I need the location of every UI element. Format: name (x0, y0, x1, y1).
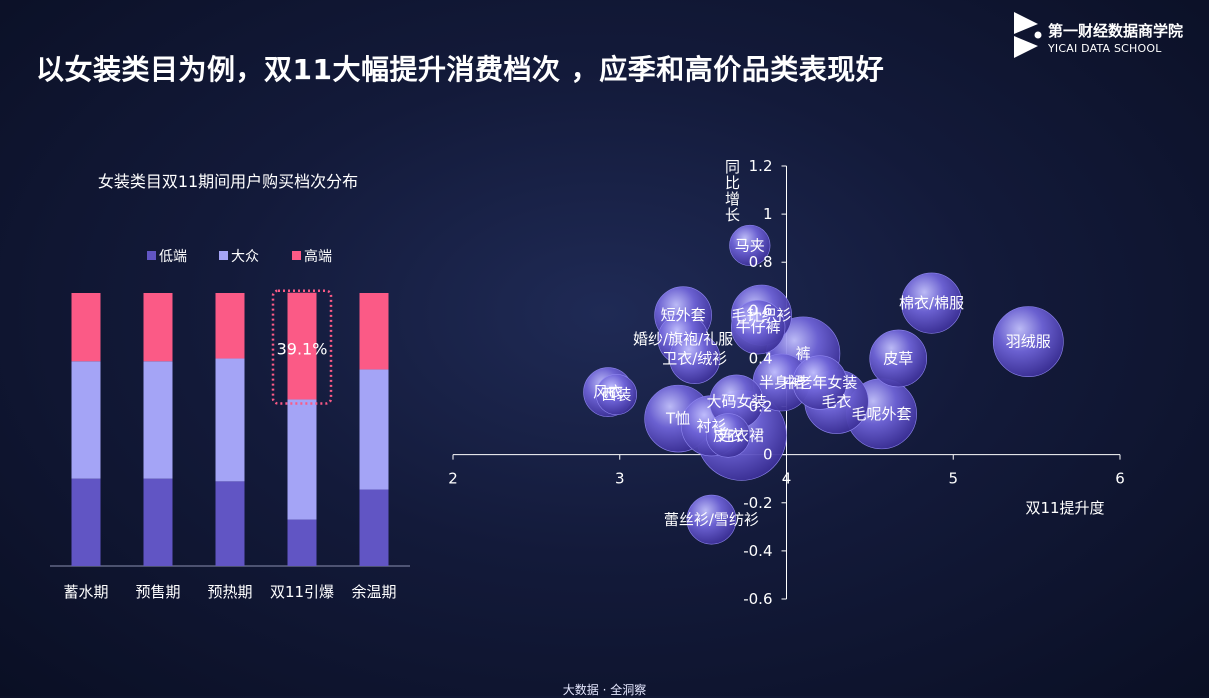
bar-segment (359, 369, 389, 490)
legend-label: 低端 (159, 249, 187, 265)
logo-name-cn: 第一财经数据商学院 (1048, 22, 1184, 40)
bubble-label: 短外套 (661, 306, 706, 324)
y-tick-label: 0 (763, 446, 773, 464)
legend-label: 大众 (231, 249, 259, 265)
page-headline: 以女装类目为例，双11大幅提升消费档次 ，应季和高价品类表现好 (36, 53, 885, 86)
x-tick-label: 4 (782, 470, 792, 488)
bar-category-label: 蓄水期 (63, 583, 108, 601)
brand-logo: 第一财经数据商学院 YICAI DATA SCHOOL (1010, 10, 1200, 64)
bar-chart-title: 女装类目双11期间用户购买档次分布 (98, 172, 358, 191)
bubble-label: 大码女装 (706, 393, 766, 411)
bubble-label: 皮草 (883, 349, 913, 367)
bar-category-label: 预售期 (135, 583, 180, 601)
bar-segment (215, 293, 245, 359)
legend-swatch (147, 251, 156, 260)
bubble-point (869, 329, 928, 388)
bubble-label: 连衣裙 (719, 426, 764, 444)
bubble-label: 卫衣/绒衫 (662, 349, 727, 367)
y-tick-label: -0.4 (743, 542, 772, 560)
bar-category-label: 预热期 (207, 583, 252, 601)
bubble-point (705, 413, 751, 458)
bubble-label: 毛衣 (822, 393, 852, 411)
bubble-label: 衬衫 (696, 417, 726, 435)
bar-segment (287, 399, 317, 520)
bubble-y-axis-title: 同比增长 (725, 158, 740, 224)
bubble-x-axis-title: 双11提升度 (1025, 499, 1104, 517)
bubble-point (686, 494, 737, 545)
x-tick-label: 3 (615, 470, 625, 488)
bar-segment (359, 293, 389, 370)
y-tick-label: 1.2 (749, 157, 773, 175)
bubble-label: 棉衣/棉服 (899, 294, 964, 312)
bubble-label: 羽绒服 (1006, 333, 1051, 351)
y-tick-label: 0.8 (749, 253, 773, 271)
bubble-label: 蕾丝衫/雪纺衫 (664, 511, 759, 529)
legend-swatch (219, 251, 228, 260)
x-tick-label: 2 (448, 470, 458, 488)
bar-category-label: 双11引爆 (270, 583, 334, 601)
bubble-point (729, 224, 771, 266)
legend-swatch (292, 251, 301, 260)
highlight-value-label: 39.1% (277, 340, 328, 359)
bar-segment (359, 489, 389, 566)
bubble-point (731, 300, 786, 355)
x-tick-label: 5 (948, 470, 958, 488)
bar-segment (143, 478, 173, 566)
bubble-label: 马夹 (735, 236, 765, 254)
bar-segment (71, 361, 101, 479)
logo-name-en: YICAI DATA SCHOOL (1048, 42, 1162, 55)
bubble-label: 西装 (601, 386, 631, 404)
y-tick-label: 0.2 (749, 398, 773, 416)
bubble-label: T恤 (665, 410, 690, 428)
bar-segment (287, 292, 317, 400)
bubble-point (595, 373, 637, 416)
bubble-point (992, 306, 1064, 378)
bubble-label: 半身裙 (759, 374, 804, 392)
bubble-point (669, 332, 721, 384)
bar-segment (215, 358, 245, 482)
bar-segment (143, 361, 173, 479)
bar-category-label: 余温期 (351, 583, 396, 601)
bubble-label: 皮衣 (713, 426, 743, 444)
bubble-label: 婚纱/旗袍/礼服 (633, 330, 733, 348)
yicai-logo-icon (1014, 12, 1042, 58)
y-tick-label: 0.4 (749, 349, 773, 367)
bubble-label: 牛仔裤 (736, 318, 781, 336)
bubble-label: 裤 (796, 345, 811, 363)
y-tick-label: 1 (763, 205, 773, 223)
bubble-label: 毛呢外套 (852, 405, 912, 423)
bubble-label: 中老年女装 (782, 374, 857, 392)
bar-segment (71, 478, 101, 566)
bubble-label: 毛针织衫 (731, 306, 791, 324)
bar-segment (71, 293, 101, 362)
bubble-chart: 2 3 4 5 6 1.2 1 0.8 0.6 0.4 0.2 0 -0.2 -0.4 -0.6 马夹毛针织衫… (448, 157, 1125, 608)
bubble-point (901, 272, 963, 334)
y-tick-label: -0.2 (743, 494, 772, 512)
bubble-point (792, 355, 848, 410)
bar-segment (143, 293, 173, 362)
legend-label: 高端 (304, 248, 332, 265)
bubble-label: 风衣 (593, 383, 623, 401)
y-tick-label: 0.6 (749, 301, 773, 319)
highlight-box (271, 289, 333, 405)
x-tick-label: 6 (1115, 470, 1125, 488)
bar-segment (287, 519, 317, 566)
bar-segment (215, 481, 245, 566)
footer-tagline: 大数据 · 全洞察 (562, 683, 647, 697)
y-tick-label: -0.6 (743, 590, 772, 608)
